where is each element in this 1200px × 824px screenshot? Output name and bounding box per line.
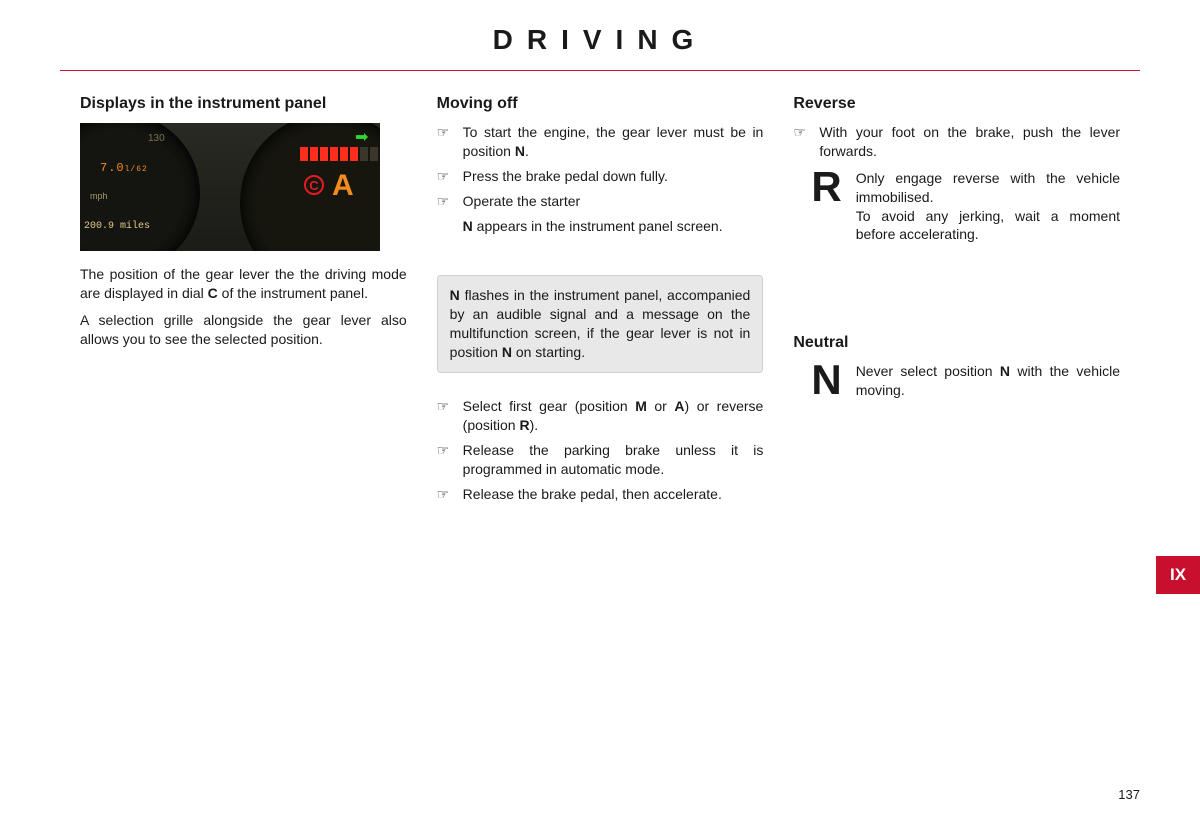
big-r-letter: R bbox=[811, 169, 841, 205]
neutral-heading: Neutral bbox=[793, 334, 1120, 352]
col2-heading: Moving off bbox=[437, 95, 764, 113]
bold-n: N bbox=[502, 344, 512, 360]
col1-para-2: A selection grille alongside the gear le… bbox=[80, 311, 407, 349]
reverse-block: R Only engage reverse with the vehicle i… bbox=[811, 169, 1120, 245]
right-gauge: ➡ C A bbox=[240, 123, 380, 251]
mph-label: mph bbox=[90, 191, 108, 201]
bold-m: M bbox=[635, 398, 647, 414]
text: on starting. bbox=[512, 344, 585, 360]
bold-n: N bbox=[1000, 363, 1010, 379]
col1-para-1: The position of the gear lever the the d… bbox=[80, 265, 407, 303]
section-tab: IX bbox=[1156, 556, 1200, 594]
text: appears in the instrument panel screen. bbox=[473, 218, 723, 234]
text: Never select position bbox=[856, 363, 1000, 379]
bold-n: N bbox=[450, 287, 460, 303]
text: To avoid any jerking, wait a moment befo… bbox=[856, 207, 1120, 245]
list-item: Press the brake pedal down fully. bbox=[437, 167, 764, 186]
speed-mark: 130 bbox=[148, 133, 165, 144]
big-n-letter: N bbox=[811, 362, 841, 398]
list-item: Release the parking brake unless it is p… bbox=[437, 441, 764, 479]
bold-n: N bbox=[515, 143, 525, 159]
bold-c: C bbox=[208, 285, 218, 301]
list-item: Operate the starter bbox=[437, 192, 764, 211]
column-2: Moving off To start the engine, the gear… bbox=[437, 95, 764, 509]
trip-readout: 7.0l/62 bbox=[100, 161, 148, 175]
page-title: DRIVING bbox=[0, 24, 1200, 56]
bold-r: R bbox=[519, 417, 529, 433]
trip-unit: l/62 bbox=[125, 165, 148, 174]
dial-c-icon: C bbox=[304, 175, 324, 195]
reverse-heading: Reverse bbox=[793, 95, 1120, 113]
moving-off-list-2: Select first gear (position M or A) or r… bbox=[437, 397, 764, 503]
left-gauge: 7.0l/62 mph 200.9 miles 130 bbox=[80, 123, 200, 251]
list-item: Release the brake pedal, then accelerate… bbox=[437, 485, 764, 504]
bold-n: N bbox=[463, 218, 473, 234]
text: . bbox=[525, 143, 529, 159]
odometer: 200.9 miles bbox=[84, 221, 150, 232]
content-columns: Displays in the instrument panel 7.0l/62… bbox=[0, 71, 1200, 509]
list-item: Select first gear (position M or A) or r… bbox=[437, 397, 764, 435]
col1-heading: Displays in the instrument panel bbox=[80, 95, 407, 113]
column-3: Reverse With your foot on the brake, pus… bbox=[793, 95, 1120, 509]
text: flashes in the instrument panel, accompa… bbox=[450, 287, 751, 360]
note-box: N flashes in the instrument panel, accom… bbox=[437, 275, 764, 373]
text: Select first gear (position bbox=[463, 398, 636, 414]
moving-off-list-1: To start the engine, the gear lever must… bbox=[437, 123, 764, 211]
reverse-list: With your foot on the brake, push the le… bbox=[793, 123, 1120, 161]
list-item: With your foot on the brake, push the le… bbox=[793, 123, 1120, 161]
text: ). bbox=[530, 417, 539, 433]
neutral-block: N Never select position N with the vehic… bbox=[811, 362, 1120, 400]
instrument-panel-image: 7.0l/62 mph 200.9 miles 130 ➡ C A bbox=[80, 123, 380, 251]
neutral-text: Never select position N with the vehicle… bbox=[856, 362, 1120, 400]
bold-a: A bbox=[674, 398, 684, 414]
list-item: To start the engine, the gear lever must… bbox=[437, 123, 764, 161]
text: or bbox=[647, 398, 675, 414]
text: Only engage reverse with the vehicle imm… bbox=[856, 169, 1120, 207]
trip-value: 7.0 bbox=[100, 161, 125, 175]
list-subtext: N appears in the instrument panel screen… bbox=[437, 217, 764, 236]
text: of the instrument panel. bbox=[218, 285, 368, 301]
text: To start the engine, the gear lever must… bbox=[463, 124, 764, 159]
reverse-text: Only engage reverse with the vehicle imm… bbox=[856, 169, 1120, 245]
mode-a-letter: A bbox=[332, 169, 354, 203]
turn-arrow-icon: ➡ bbox=[355, 127, 368, 147]
rev-bar-icon bbox=[300, 147, 380, 161]
column-1: Displays in the instrument panel 7.0l/62… bbox=[80, 95, 407, 509]
